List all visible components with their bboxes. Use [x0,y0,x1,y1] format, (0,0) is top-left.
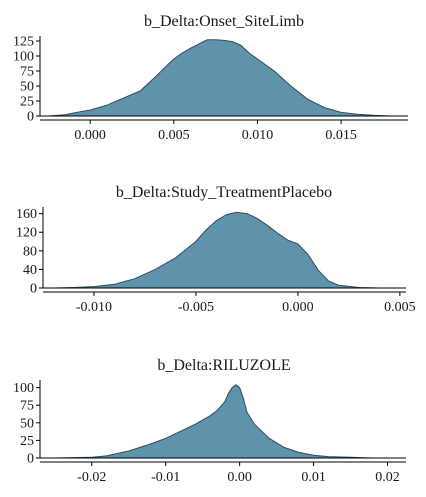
y-tick-label: 75 [20,65,34,80]
y-tick-label: 0 [27,452,34,467]
x-tick-label: -0.005 [178,300,214,315]
panel-title: b_Delta:Onset_SiteLimb [144,13,304,30]
x-tick-label: 0.010 [242,128,274,143]
y-tick-label: 160 [16,207,37,222]
x-tick-label: 0.005 [384,300,416,315]
density-area [54,384,373,459]
x-tick-label: -0.010 [76,300,112,315]
x-tick-label: 0.005 [158,128,190,143]
y-tick-label: 0 [27,110,34,125]
density-area [48,39,392,117]
y-tick-label: 25 [20,95,34,110]
density-panel-study-treatment-placebo: b_Delta:Study_TreatmentPlacebo 0 40 80 120 1… [16,184,416,315]
x-tick-label: -0.02 [77,470,106,485]
x-tick-label: -0.01 [151,470,180,485]
y-tick-label: 40 [23,263,37,278]
y-tick-label: 125 [13,35,34,50]
x-tick-label: 0.02 [375,470,400,485]
y-tick-label: 0 [30,282,37,297]
y-tick-label: 100 [13,381,34,396]
x-tick-label: 0.000 [74,128,106,143]
x-tick-label: 0.00 [227,470,252,485]
y-tick-label: 25 [20,434,34,449]
y-tick-label: 80 [23,244,37,259]
density-area [53,211,380,289]
density-panel-riluzole: b_Delta:RILUZOLE 0 25 50 75 100 -0.02 -0.01 0.0… [13,357,406,485]
y-tick-label: 50 [20,80,34,95]
x-tick-label: 0.01 [301,470,326,485]
y-tick-label: 100 [13,50,34,65]
panel-title: b_Delta:RILUZOLE [157,357,290,374]
x-tick-label: 0.015 [325,128,357,143]
y-tick-label: 120 [16,226,37,241]
x-tick-label: 0.000 [282,300,314,315]
y-tick-label: 75 [20,399,34,414]
panel-title: b_Delta:Study_TreatmentPlacebo [116,184,332,201]
y-tick-label: 50 [20,416,34,431]
